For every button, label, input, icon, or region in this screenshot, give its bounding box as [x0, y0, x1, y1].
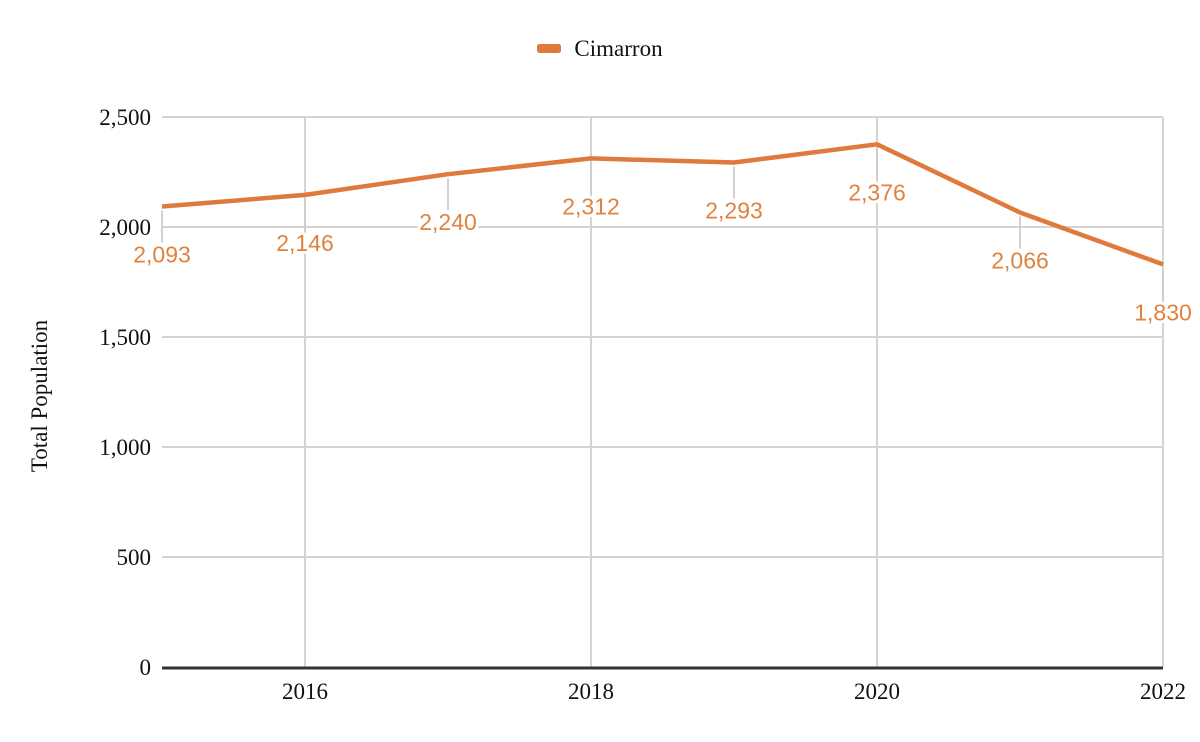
- legend-swatch-cimarron: [537, 43, 562, 53]
- series-data-labels: 2,093 2,146 2,240 2,312 2,293 2,376 2,066 1,830: [130, 176, 1195, 328]
- data-label-2017: 2,240: [419, 209, 477, 235]
- y-axis-tick-labels: 0 500 1,000 1,500 2,000 2,500: [99, 105, 151, 680]
- data-label-2018: 2,312: [562, 193, 620, 219]
- y-tick-label-1000: 1,000: [99, 435, 151, 460]
- data-label-2019: 2,293: [705, 198, 763, 224]
- data-label-leader-lines: [161, 148, 1164, 301]
- y-tick-label-2500: 2,500: [99, 105, 151, 130]
- data-label-2015: 2,093: [133, 242, 191, 268]
- data-label-2022: 1,830: [1134, 299, 1192, 325]
- x-axis-tick-labels: 2016 2018 2020 2022: [282, 679, 1186, 704]
- horizontal-gridlines: [162, 116, 1163, 558]
- series-line-cimarron: [161, 142, 1164, 267]
- legend-label: Cimarron: [574, 35, 663, 61]
- y-tick-label-1500: 1,500: [99, 325, 151, 350]
- y-tick-label-0: 0: [140, 655, 152, 680]
- data-label-2020: 2,376: [848, 179, 906, 205]
- x-tick-label-2016: 2016: [282, 679, 328, 704]
- x-tick-label-2018: 2018: [568, 679, 614, 704]
- data-label-2016: 2,146: [276, 230, 334, 256]
- vertical-gridlines: [304, 117, 1164, 667]
- data-label-2021: 2,066: [991, 247, 1049, 273]
- x-tick-label-2020: 2020: [854, 679, 900, 704]
- chart-legend: Cimarron: [0, 34, 1200, 62]
- y-tick-label-500: 500: [117, 545, 152, 570]
- x-tick-label-2022: 2022: [1140, 679, 1186, 704]
- y-tick-label-2000: 2,000: [99, 215, 151, 240]
- y-axis-title: Total Population: [27, 319, 52, 472]
